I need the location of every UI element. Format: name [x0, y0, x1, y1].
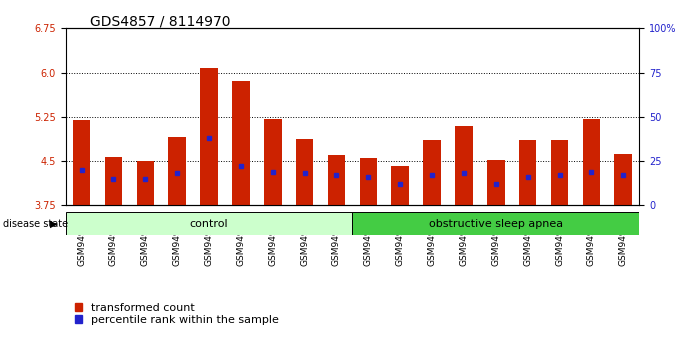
Bar: [169, 137, 186, 205]
Bar: [455, 126, 473, 205]
Text: obstructive sleep apnea: obstructive sleep apnea: [428, 219, 563, 229]
Bar: [328, 155, 346, 205]
Bar: [137, 161, 154, 205]
Bar: [200, 68, 218, 205]
Bar: [583, 119, 600, 205]
Bar: [391, 166, 409, 205]
Bar: [487, 160, 504, 205]
Text: GDS4857 / 8114970: GDS4857 / 8114970: [90, 14, 230, 28]
Bar: [614, 154, 632, 205]
Legend: transformed count, percentile rank within the sample: transformed count, percentile rank withi…: [75, 303, 279, 325]
Bar: [424, 141, 441, 205]
Bar: [66, 212, 352, 235]
Bar: [296, 139, 314, 205]
Bar: [551, 141, 568, 205]
Text: ▶: ▶: [50, 219, 57, 229]
Bar: [232, 81, 249, 205]
Bar: [264, 119, 281, 205]
Bar: [359, 158, 377, 205]
Bar: [519, 141, 536, 205]
Bar: [104, 157, 122, 205]
Bar: [73, 120, 91, 205]
Text: disease state: disease state: [3, 219, 68, 229]
Text: control: control: [190, 219, 228, 229]
Bar: [352, 212, 639, 235]
